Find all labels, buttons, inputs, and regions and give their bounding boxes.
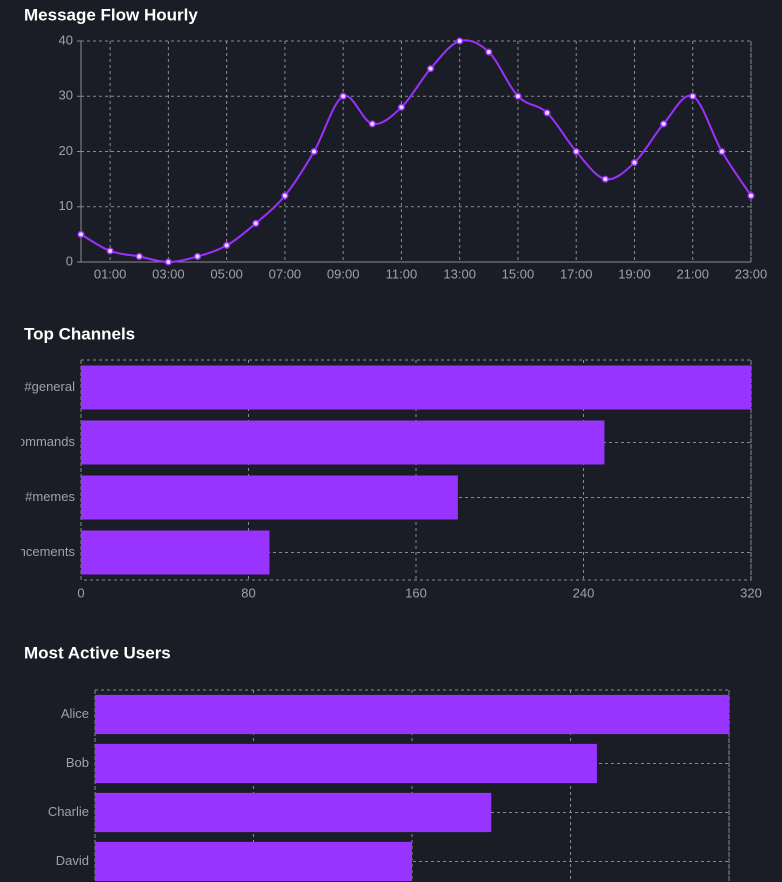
point: [543, 109, 551, 117]
point: [339, 92, 347, 100]
bar: [95, 743, 597, 784]
x-tick-label: 03:00: [152, 266, 185, 281]
point: [193, 252, 202, 261]
point: [223, 241, 231, 249]
chart-title: Top Channels: [24, 324, 135, 343]
point: [106, 247, 114, 255]
x-tick-label: 0: [77, 585, 84, 600]
bar: [81, 420, 605, 465]
chart-title: Most Active Users: [24, 643, 171, 662]
point: [281, 192, 289, 200]
bar: [95, 841, 412, 882]
bar: [95, 694, 729, 735]
bar: [95, 792, 492, 833]
y-tick-label: 10: [59, 198, 73, 213]
x-tick-label: 17:00: [560, 266, 593, 281]
x-tick-label: 320: [740, 585, 762, 600]
point: [718, 147, 726, 156]
point: [397, 103, 405, 111]
point: [485, 48, 493, 56]
x-tick-label: 07:00: [269, 266, 302, 281]
y-tick-label: David: [56, 853, 89, 868]
y-tick-label: Charlie: [48, 804, 89, 819]
x-tick-label: 160: [405, 585, 427, 600]
x-tick-label: 13:00: [443, 266, 476, 281]
x-tick-label: 15:00: [502, 266, 535, 281]
category-labels: #general #commands #memes #announcements: [0, 379, 75, 559]
x-tick-label: 80: [241, 585, 255, 600]
y-tick-label: 20: [59, 143, 73, 158]
x-tick-label: 240: [573, 585, 595, 600]
bar: [81, 365, 751, 410]
y-tick-label: #commands: [4, 434, 75, 449]
x-tick-label: 23:00: [735, 266, 768, 281]
x-tick-label: 01:00: [94, 266, 127, 281]
y-tick-label: #memes: [25, 489, 75, 504]
point: [689, 92, 697, 100]
y-tick-label: 40: [59, 32, 73, 47]
chart-title: Message Flow Hourly: [24, 5, 198, 24]
point: [660, 120, 668, 128]
point: [601, 175, 609, 183]
point: [135, 252, 143, 261]
y-tick-label: Alice: [61, 706, 89, 721]
x-tick-label: 05:00: [210, 266, 243, 281]
point: [427, 65, 435, 73]
point: [747, 192, 755, 200]
point: [310, 147, 318, 156]
point: [252, 219, 260, 227]
point: [572, 147, 580, 156]
x-tick-label: 19:00: [618, 266, 651, 281]
point: [77, 230, 85, 238]
bar: [81, 475, 458, 520]
y-tick-label: #announcements: [0, 544, 75, 559]
category-labels: Alice Bob Charlie David: [48, 706, 89, 868]
point: [456, 37, 464, 45]
x-tick-label: 11:00: [386, 266, 418, 281]
point: [164, 258, 172, 266]
x-tick-label: 09:00: [327, 266, 360, 281]
point: [368, 120, 376, 128]
bar: [81, 530, 270, 575]
y-tick-label: Bob: [66, 755, 89, 770]
point: [630, 159, 639, 167]
point: [514, 92, 522, 100]
x-tick-label: 21:00: [676, 266, 709, 281]
y-tick-label: 0: [66, 253, 73, 268]
y-tick-label: #general: [24, 379, 75, 394]
y-tick-label: 30: [59, 88, 73, 103]
